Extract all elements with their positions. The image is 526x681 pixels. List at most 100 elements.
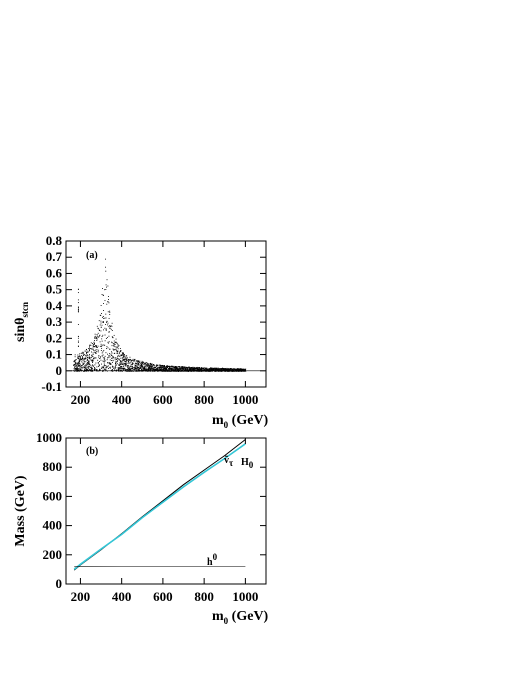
data-point bbox=[108, 302, 110, 304]
data-point bbox=[106, 365, 108, 367]
data-point bbox=[220, 369, 222, 371]
data-point bbox=[82, 359, 84, 361]
data-point bbox=[84, 358, 86, 360]
data-point bbox=[152, 369, 153, 371]
data-point bbox=[100, 330, 102, 332]
data-point bbox=[118, 358, 120, 360]
data-point bbox=[126, 359, 127, 361]
data-point bbox=[209, 367, 211, 369]
data-point bbox=[110, 353, 112, 355]
data-point bbox=[156, 364, 158, 366]
data-point bbox=[214, 370, 216, 372]
data-point bbox=[170, 365, 172, 367]
data-point bbox=[93, 344, 95, 346]
data-point bbox=[105, 258, 107, 260]
data-point bbox=[102, 360, 104, 362]
data-point bbox=[107, 362, 109, 364]
data-point bbox=[137, 361, 139, 363]
data-point bbox=[211, 370, 213, 371]
data-point bbox=[172, 366, 174, 368]
data-point bbox=[103, 367, 105, 369]
data-point bbox=[90, 344, 92, 346]
data-point bbox=[118, 358, 120, 360]
data-point bbox=[144, 369, 146, 371]
data-point bbox=[162, 366, 164, 368]
data-point bbox=[137, 370, 139, 371]
data-point bbox=[172, 368, 174, 370]
data-point bbox=[197, 370, 199, 372]
data-point bbox=[131, 360, 133, 362]
data-point bbox=[213, 370, 215, 372]
data-point bbox=[79, 366, 81, 368]
data-point bbox=[206, 370, 208, 372]
data-point bbox=[220, 370, 221, 371]
data-point bbox=[123, 354, 125, 355]
data-point bbox=[91, 359, 93, 361]
data-point bbox=[83, 357, 85, 359]
data-point bbox=[136, 369, 138, 371]
data-point bbox=[146, 362, 148, 364]
data-point bbox=[165, 367, 166, 369]
data-point bbox=[104, 289, 106, 291]
data-point bbox=[90, 367, 91, 369]
data-point bbox=[106, 370, 108, 372]
data-point bbox=[112, 349, 114, 351]
data-point bbox=[203, 368, 205, 370]
data-point bbox=[164, 367, 166, 369]
data-point bbox=[169, 368, 171, 370]
data-point bbox=[203, 369, 205, 371]
data-point bbox=[150, 366, 152, 368]
data-point bbox=[129, 358, 131, 360]
data-point bbox=[140, 365, 142, 367]
data-point bbox=[228, 370, 230, 372]
data-point bbox=[165, 369, 167, 371]
data-point bbox=[91, 368, 92, 369]
data-point bbox=[84, 370, 86, 372]
data-point bbox=[157, 370, 159, 372]
data-point bbox=[86, 359, 88, 361]
data-point bbox=[119, 360, 121, 362]
data-point bbox=[216, 369, 217, 370]
data-point bbox=[195, 367, 197, 369]
data-point bbox=[112, 336, 114, 338]
data-point bbox=[168, 370, 170, 372]
data-point bbox=[145, 364, 147, 366]
data-point bbox=[104, 364, 105, 366]
y-tick-label: 0.1 bbox=[46, 347, 62, 362]
data-point bbox=[128, 360, 130, 362]
data-point bbox=[74, 365, 76, 367]
data-point bbox=[94, 340, 95, 342]
data-point bbox=[96, 369, 98, 371]
data-point bbox=[216, 370, 218, 372]
data-point bbox=[103, 349, 105, 351]
data-point bbox=[154, 369, 155, 371]
data-point bbox=[122, 353, 124, 355]
data-point bbox=[126, 364, 128, 366]
data-point bbox=[78, 368, 80, 370]
data-point bbox=[192, 366, 194, 368]
data-point bbox=[166, 365, 168, 367]
data-point bbox=[163, 367, 165, 369]
data-point bbox=[133, 361, 135, 363]
data-point bbox=[104, 317, 106, 319]
data-point bbox=[161, 370, 163, 372]
data-point bbox=[179, 369, 181, 371]
data-point bbox=[161, 369, 163, 371]
data-point bbox=[114, 365, 116, 367]
data-point bbox=[166, 370, 168, 372]
data-point bbox=[105, 369, 107, 371]
data-point bbox=[74, 365, 76, 367]
data-point bbox=[224, 370, 225, 372]
data-point bbox=[121, 367, 123, 369]
data-point bbox=[100, 350, 102, 351]
data-point bbox=[103, 358, 105, 360]
y-tick-label: 0.4 bbox=[46, 298, 63, 313]
data-point bbox=[74, 361, 76, 363]
data-point bbox=[101, 347, 103, 349]
data-point bbox=[122, 360, 124, 362]
data-point bbox=[141, 363, 143, 364]
data-point bbox=[186, 367, 188, 369]
data-point bbox=[112, 348, 114, 350]
data-point bbox=[152, 369, 154, 371]
panel-a: 200 400 600 800 1000 -0.100.10.20.30.40.50.6… bbox=[13, 233, 269, 430]
